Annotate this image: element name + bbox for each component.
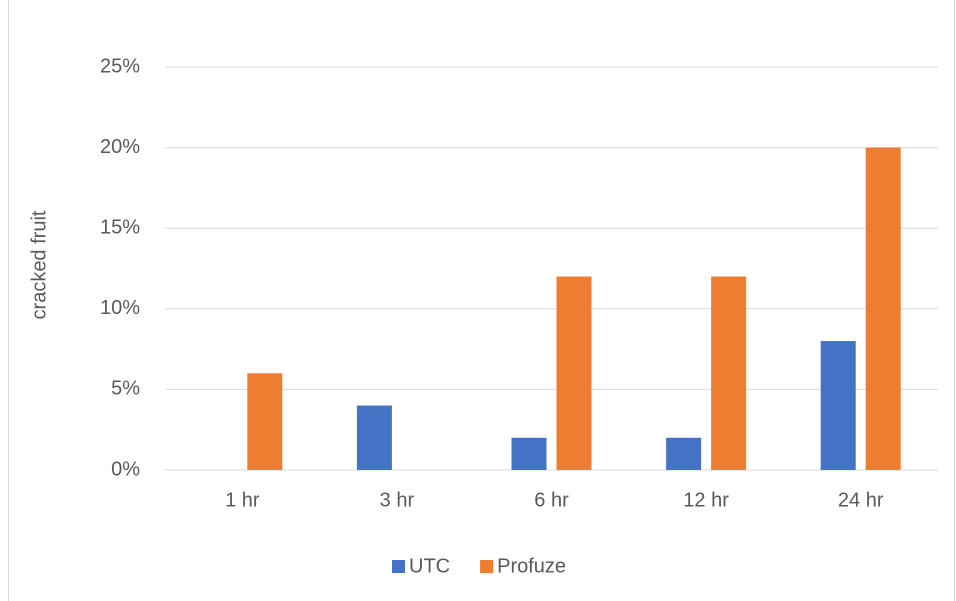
x-tick-label: 3 hr — [380, 489, 415, 511]
legend-swatch — [392, 560, 405, 573]
bar — [865, 147, 901, 470]
legend-label: UTC — [409, 555, 450, 577]
bar — [556, 276, 592, 470]
y-tick-label: 0% — [111, 458, 140, 480]
x-tick-label: 12 hr — [683, 489, 729, 511]
bar — [247, 373, 283, 470]
y-tick-label: 25% — [100, 55, 140, 77]
y-tick-label: 20% — [100, 136, 140, 158]
chart-border — [8, 0, 955, 601]
x-tick-label: 24 hr — [838, 489, 884, 511]
legend-swatch — [480, 560, 494, 573]
y-tick-label: 5% — [111, 378, 140, 400]
bar — [356, 405, 392, 470]
x-tick-label: 6 hr — [534, 489, 569, 511]
x-tick-label: 1 hr — [225, 489, 260, 511]
bar — [666, 437, 702, 470]
legend-label: Profuze — [497, 555, 566, 577]
y-tick-label: 15% — [100, 216, 140, 238]
y-tick-label: 10% — [100, 297, 140, 319]
bar — [820, 341, 856, 470]
bar — [711, 276, 747, 470]
y-axis-label: cracked fruit — [28, 210, 50, 319]
bar — [511, 437, 547, 470]
